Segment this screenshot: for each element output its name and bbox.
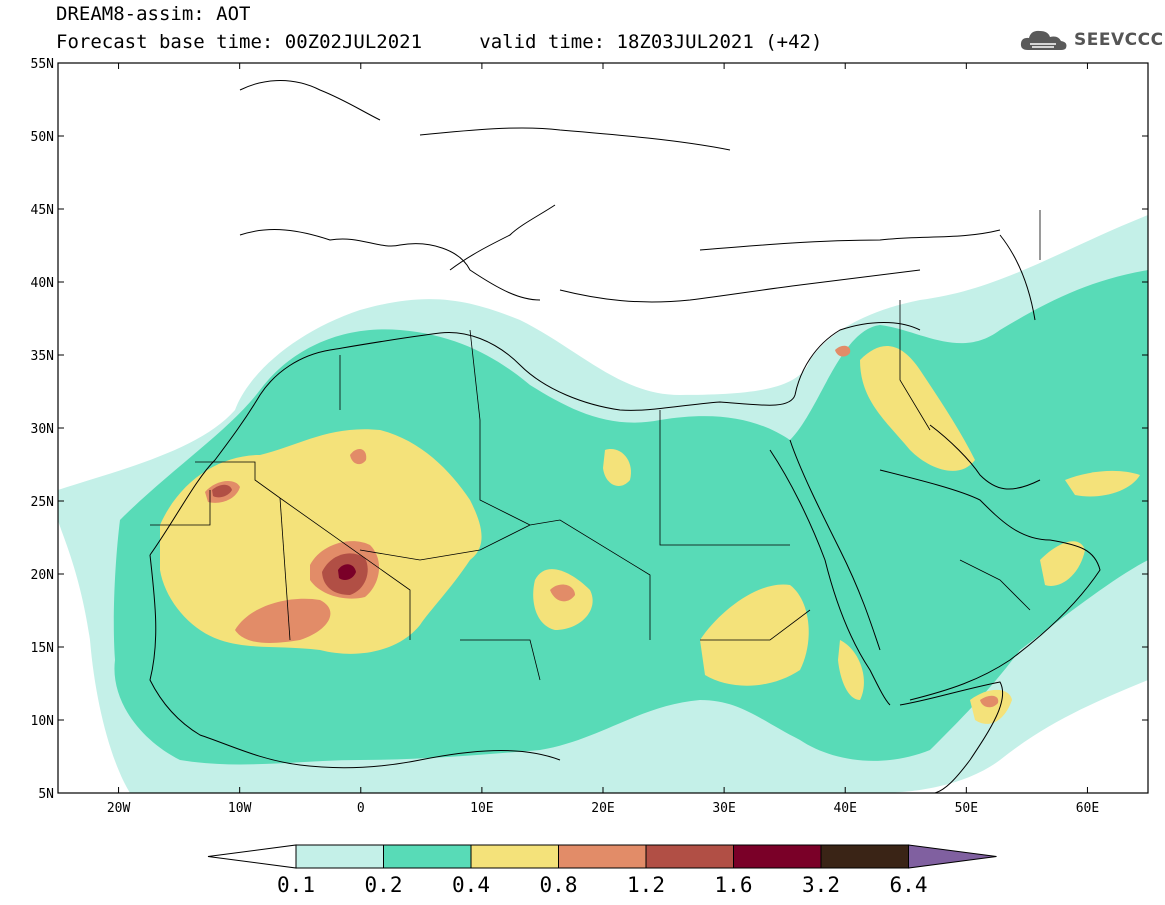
colorbar-label: 0.4 [452,873,490,897]
valid-time-label: valid time: 18Z03JUL2021 (+42) [479,31,823,53]
aot-band-0.4 [160,429,482,654]
logo-text: SEEVCCC [1074,30,1164,50]
lon-label: 30E [712,801,735,816]
lon-label: 20E [591,801,614,816]
colorbar-label: 1.2 [627,873,665,897]
lat-label: 10N [31,714,54,729]
colorbar-swatch [645,844,734,869]
lon-label: 10W [228,801,252,816]
colorbar-swatch [733,844,822,869]
colorbar-label: 0.1 [277,873,315,897]
colorbar-arrow-high [908,844,997,869]
base-time-label: Forecast base time: 00Z02JUL2021 [56,31,423,53]
lat-label: 15N [31,641,54,656]
lat-label: 40N [31,276,54,291]
aot-band-0.8 [235,598,331,643]
chart-title: DREAM8-assim: AOT [56,3,251,25]
colorbar-swatch [558,844,647,869]
forecast-time-line: Forecast base time: 00Z02JUL2021 valid t… [56,31,822,53]
lon-label: 50E [955,801,978,816]
colorbar-swatch [470,844,559,869]
lon-label: 40E [833,801,856,816]
lat-label: 20N [31,568,54,583]
colorbar-label: 3.2 [802,873,840,897]
coastlines [149,80,1101,793]
cloud-icon [1020,30,1067,50]
lon-label: 10E [470,801,493,816]
lat-label: 45N [31,203,54,218]
lat-label: 50N [31,130,54,145]
lat-label: 5N [38,787,54,802]
colorbar-label: 0.8 [540,873,578,897]
lon-label: 60E [1076,801,1099,816]
colorbar-arrow-low [207,844,297,869]
lat-label: 30N [31,422,54,437]
seevccc-logo: SEEVCCC [1018,26,1164,54]
aot-band-1.6 [338,564,356,580]
lon-label: 20W [107,801,131,816]
lon-label: 0 [357,801,365,816]
lat-label: 25N [31,495,54,510]
colorbar-swatch [820,844,909,869]
lat-label: 55N [31,57,54,72]
aot-field [58,215,1148,793]
colorbar-swatch [383,844,472,869]
lat-label: 35N [31,349,54,364]
colorbar: 0.1 0.2 0.4 0.8 1.2 1.6 3.2 6.4 [207,844,997,897]
axis-layer: 55N 50N 45N 40N 35N 30N 25N 20N 15N 10N 5N 20W 10W 0 1… [31,57,1148,816]
colorbar-label: 1.6 [715,873,753,897]
colorbar-swatch [295,844,384,869]
colorbar-label: 0.2 [365,873,403,897]
country-borders [150,210,1041,681]
colorbar-label: 6.4 [890,873,928,897]
